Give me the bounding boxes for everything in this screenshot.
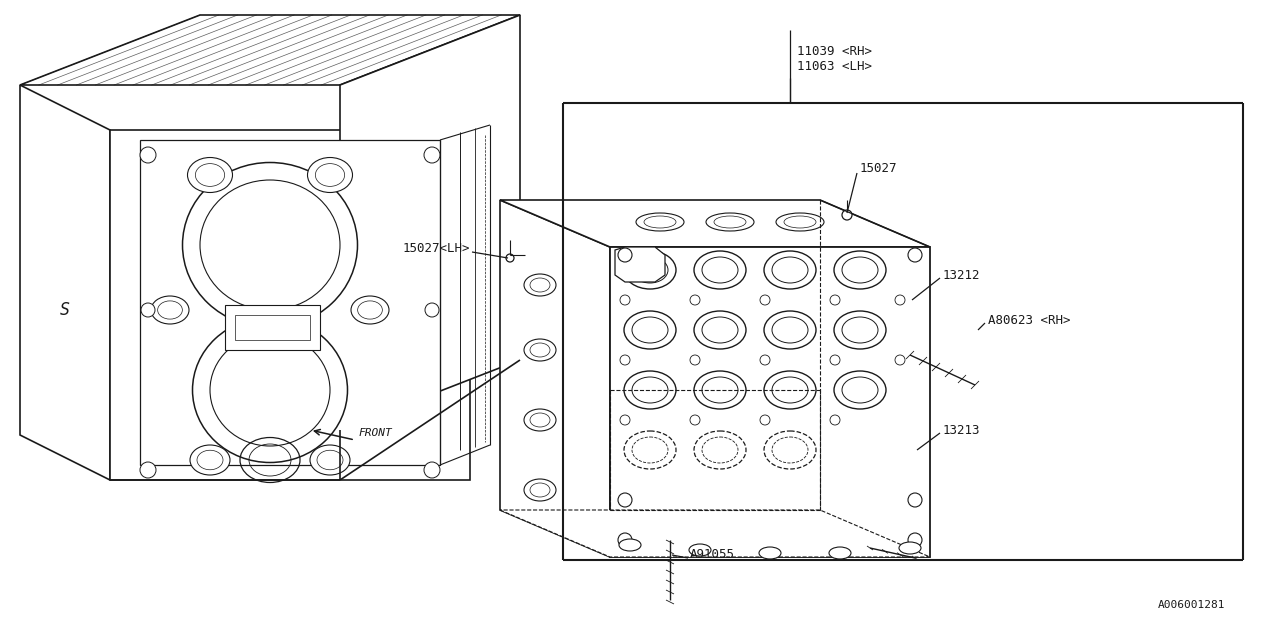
Text: A006001281: A006001281 <box>1157 600 1225 610</box>
Ellipse shape <box>636 213 684 231</box>
Polygon shape <box>140 140 440 465</box>
Circle shape <box>690 355 700 365</box>
Circle shape <box>842 210 852 220</box>
Circle shape <box>760 295 771 305</box>
Text: 11039 <RH>: 11039 <RH> <box>797 45 872 58</box>
Polygon shape <box>225 305 320 350</box>
Circle shape <box>760 415 771 425</box>
Ellipse shape <box>620 539 641 551</box>
Ellipse shape <box>625 251 676 289</box>
Circle shape <box>620 295 630 305</box>
Ellipse shape <box>764 371 817 409</box>
Text: 11063 <LH>: 11063 <LH> <box>797 60 872 73</box>
Ellipse shape <box>524 274 556 296</box>
Circle shape <box>895 295 905 305</box>
Ellipse shape <box>694 431 746 469</box>
Circle shape <box>618 493 632 507</box>
Circle shape <box>690 295 700 305</box>
Circle shape <box>425 303 439 317</box>
Polygon shape <box>500 200 931 247</box>
Polygon shape <box>614 247 666 282</box>
Circle shape <box>141 303 155 317</box>
Ellipse shape <box>187 157 233 193</box>
Circle shape <box>895 355 905 365</box>
Ellipse shape <box>835 251 886 289</box>
Ellipse shape <box>764 251 817 289</box>
Circle shape <box>908 493 922 507</box>
Circle shape <box>620 355 630 365</box>
Ellipse shape <box>351 296 389 324</box>
Ellipse shape <box>310 445 349 475</box>
Ellipse shape <box>694 311 746 349</box>
Ellipse shape <box>764 431 817 469</box>
Circle shape <box>424 462 440 478</box>
Circle shape <box>760 355 771 365</box>
Circle shape <box>829 355 840 365</box>
Ellipse shape <box>625 431 676 469</box>
Text: FRONT: FRONT <box>358 428 392 438</box>
Ellipse shape <box>689 544 710 556</box>
Ellipse shape <box>524 409 556 431</box>
Circle shape <box>620 415 630 425</box>
Polygon shape <box>20 85 110 480</box>
Text: 13212: 13212 <box>943 269 980 282</box>
Circle shape <box>506 254 515 262</box>
Text: S: S <box>60 301 70 319</box>
Text: A91055: A91055 <box>690 548 735 561</box>
Ellipse shape <box>189 445 230 475</box>
Circle shape <box>140 462 156 478</box>
Ellipse shape <box>694 371 746 409</box>
Polygon shape <box>110 130 470 480</box>
Ellipse shape <box>759 547 781 559</box>
Circle shape <box>618 533 632 547</box>
Polygon shape <box>611 247 931 557</box>
Ellipse shape <box>307 157 352 193</box>
Polygon shape <box>20 15 520 85</box>
Ellipse shape <box>625 371 676 409</box>
Polygon shape <box>340 15 520 430</box>
Ellipse shape <box>835 371 886 409</box>
Circle shape <box>829 415 840 425</box>
Ellipse shape <box>764 311 817 349</box>
Circle shape <box>690 415 700 425</box>
Ellipse shape <box>524 339 556 361</box>
Polygon shape <box>500 510 931 557</box>
Circle shape <box>424 147 440 163</box>
Circle shape <box>140 147 156 163</box>
Polygon shape <box>500 200 611 557</box>
Text: 13213: 13213 <box>943 424 980 436</box>
Circle shape <box>506 251 515 259</box>
Ellipse shape <box>524 479 556 501</box>
Ellipse shape <box>151 296 189 324</box>
Circle shape <box>618 248 632 262</box>
Ellipse shape <box>899 542 922 554</box>
Circle shape <box>908 248 922 262</box>
Ellipse shape <box>829 547 851 559</box>
Text: 15027: 15027 <box>860 161 897 175</box>
Text: A80623 <RH>: A80623 <RH> <box>988 314 1070 326</box>
Ellipse shape <box>625 311 676 349</box>
Ellipse shape <box>776 213 824 231</box>
Text: 15027<LH>: 15027<LH> <box>402 241 470 255</box>
Ellipse shape <box>835 311 886 349</box>
Ellipse shape <box>694 251 746 289</box>
Circle shape <box>829 295 840 305</box>
Circle shape <box>908 533 922 547</box>
Ellipse shape <box>707 213 754 231</box>
